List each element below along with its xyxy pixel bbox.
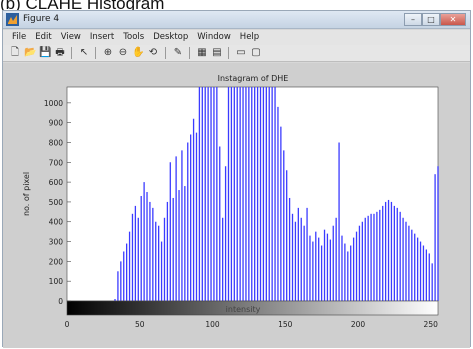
y-tick-label: 1000: [44, 99, 63, 108]
menu-window[interactable]: Window: [197, 32, 231, 42]
menu-insert[interactable]: Insert: [89, 32, 115, 42]
zoom-in-icon[interactable]: ⊕: [103, 47, 113, 58]
legend-icon[interactable]: ▤: [212, 47, 222, 58]
hide-plot-tools-icon[interactable]: ▭: [236, 47, 246, 58]
menu-view[interactable]: View: [60, 32, 81, 42]
y-tick-label: 300: [49, 238, 64, 247]
matlab-figure-icon: [6, 13, 19, 26]
figure-canvas: intensity Instagram of DHE no. of pixel …: [3, 63, 470, 348]
toolbar-separator: [189, 47, 190, 59]
x-tick-label: 100: [205, 320, 220, 329]
window-controls: – □ ✕: [404, 13, 466, 26]
menu-bar: File Edit View Insert Tools Desktop Wind…: [3, 30, 470, 45]
menu-file[interactable]: File: [12, 32, 27, 42]
rotate-3d-icon[interactable]: ⟲: [148, 47, 158, 58]
xlabel: intensity: [226, 305, 261, 314]
toolbar-separator: [95, 47, 96, 59]
toolbar-separator: [165, 47, 166, 59]
x-tick-label: 250: [424, 320, 439, 329]
minimize-button[interactable]: –: [404, 13, 422, 26]
intensity-colorbar: [66, 300, 439, 316]
y-tick-label: 600: [49, 178, 64, 187]
histogram-bars: [114, 87, 439, 301]
y-tick-label: 200: [49, 257, 64, 266]
menu-help[interactable]: Help: [239, 32, 260, 42]
x-tick-label: 200: [351, 320, 366, 329]
menu-edit[interactable]: Edit: [35, 32, 52, 42]
y-tick-label: 0: [58, 297, 63, 306]
open-folder-icon[interactable]: 📂: [24, 47, 37, 58]
zoom-out-icon[interactable]: ⊖: [118, 47, 128, 58]
y-tick-label: 500: [49, 198, 64, 207]
menu-tools[interactable]: Tools: [123, 32, 145, 42]
y-tick-label: 800: [49, 138, 64, 147]
maximize-button[interactable]: □: [422, 13, 440, 26]
toolbar-separator: [71, 47, 72, 59]
x-tick-label: 50: [135, 320, 145, 329]
select-arrow-icon[interactable]: ↖: [79, 47, 89, 58]
title-bar[interactable]: Figure 4 – □ ✕: [3, 11, 470, 29]
plot-background: [66, 86, 439, 302]
y-axis: 0 100 200 300 400 500 600 700 800 900 1000: [44, 99, 71, 306]
figure-window: Figure 4 – □ ✕ File Edit View Insert Too…: [2, 10, 471, 348]
x-axis: 0 50 100 150 200 250: [65, 320, 438, 329]
figure-caption: (b) CLAHE Histogram: [0, 0, 165, 13]
print-icon[interactable]: 🖶: [55, 47, 65, 58]
toolbar-separator: [228, 47, 229, 59]
colorbar-icon[interactable]: ▦: [197, 47, 207, 58]
y-tick-label: 700: [49, 158, 64, 167]
data-cursor-icon[interactable]: ✎: [173, 47, 183, 58]
y-tick-label: 100: [49, 277, 64, 286]
figure-toolbar: 🗋 📂 💾 🖶 ↖ ⊕ ⊖ ✋ ⟲ ✎ ▦ ▤ ▭ ▢: [3, 45, 470, 62]
x-tick-label: 150: [278, 320, 293, 329]
ylabel: no. of pixel: [22, 172, 31, 216]
show-plot-tools-icon[interactable]: ▢: [251, 47, 261, 58]
new-file-icon[interactable]: 🗋: [10, 47, 20, 58]
y-tick-label: 400: [49, 218, 64, 227]
y-tick-label: 900: [49, 119, 64, 128]
pan-hand-icon[interactable]: ✋: [132, 47, 145, 58]
histogram-chart: intensity Instagram of DHE no. of pixel …: [22, 74, 439, 329]
x-tick-label: 0: [65, 320, 70, 329]
close-button[interactable]: ✕: [440, 13, 466, 26]
window-title: Figure 4: [23, 14, 60, 24]
save-icon[interactable]: 💾: [39, 47, 52, 58]
menu-desktop[interactable]: Desktop: [153, 32, 189, 42]
chart-title: Instagram of DHE: [218, 74, 289, 83]
